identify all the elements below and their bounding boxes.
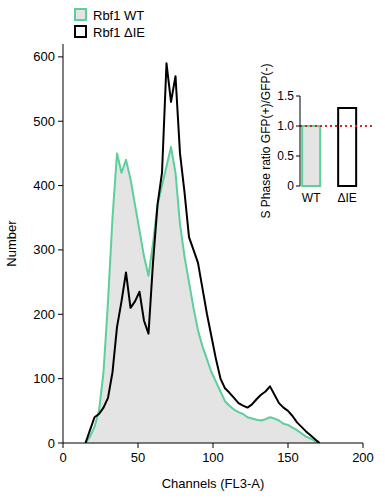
y-tick-label: 0 <box>48 436 55 451</box>
inset-plot: WT ΔIE 0 0.5 1.0 1.5 S Phase ratio GFP(+)/GFP(… <box>259 63 372 218</box>
chart: 0 50 100 150 200 0 100 200 300 400 500 600 Channels … <box>0 0 385 500</box>
y-tick-label: 1.0 <box>277 119 294 133</box>
y-tick-label: 1.5 <box>277 89 294 103</box>
x-tick <box>63 443 64 448</box>
y-tick-label: 100 <box>33 371 55 386</box>
y-tick <box>296 126 300 127</box>
y-tick <box>58 378 63 379</box>
x-axis-label: Channels (FL3-A) <box>162 476 265 491</box>
y-axis <box>63 44 64 443</box>
x-tick <box>363 443 364 448</box>
y-tick <box>296 156 300 157</box>
x-tick-label: 50 <box>131 450 145 465</box>
area-fill <box>86 147 320 443</box>
y-tick <box>58 121 63 122</box>
y-tick-label: 200 <box>33 307 55 322</box>
y-tick-label: 600 <box>33 49 55 64</box>
series-line <box>86 63 320 443</box>
bar <box>338 108 356 186</box>
y-tick-label: 0 <box>287 179 294 193</box>
y-tick-label: 0.5 <box>277 149 294 163</box>
x-tick-label: WT <box>302 191 321 205</box>
y-axis <box>300 96 301 186</box>
bar <box>302 126 320 186</box>
y-tick <box>58 185 63 186</box>
x-tick <box>288 443 289 448</box>
legend-swatch <box>75 9 86 20</box>
x-tick <box>213 443 214 448</box>
legend-label: Rbf1 ΔIE <box>93 25 145 40</box>
marks <box>86 63 320 443</box>
x-tick-label: 200 <box>352 450 374 465</box>
y-axis-label: Number <box>4 220 19 267</box>
main-plot: 0 50 100 150 200 0 100 200 300 400 500 600 Channels … <box>4 8 374 492</box>
x-tick <box>138 443 139 448</box>
legend-swatch <box>75 26 86 37</box>
y-tick <box>58 56 63 57</box>
y-tick-label: 300 <box>33 242 55 257</box>
y-tick <box>58 443 63 444</box>
y-axis-label: S Phase ratio GFP(+)/GFP(-) <box>259 63 273 218</box>
marks <box>302 108 356 186</box>
x-tick-label: ΔIE <box>337 191 356 205</box>
y-tick <box>296 96 300 97</box>
x-tick-label: 100 <box>202 450 224 465</box>
x-tick-label: 0 <box>59 450 66 465</box>
y-tick <box>296 186 300 187</box>
y-tick-label: 400 <box>33 178 55 193</box>
reference-line <box>300 125 372 127</box>
legend: Rbf1 WT Rbf1 ΔIE <box>75 8 145 40</box>
y-tick <box>58 314 63 315</box>
legend-label: Rbf1 WT <box>93 8 144 23</box>
x-tick-label: 150 <box>277 450 299 465</box>
y-tick <box>58 249 63 250</box>
y-tick-label: 500 <box>33 114 55 129</box>
series-line <box>86 147 320 443</box>
